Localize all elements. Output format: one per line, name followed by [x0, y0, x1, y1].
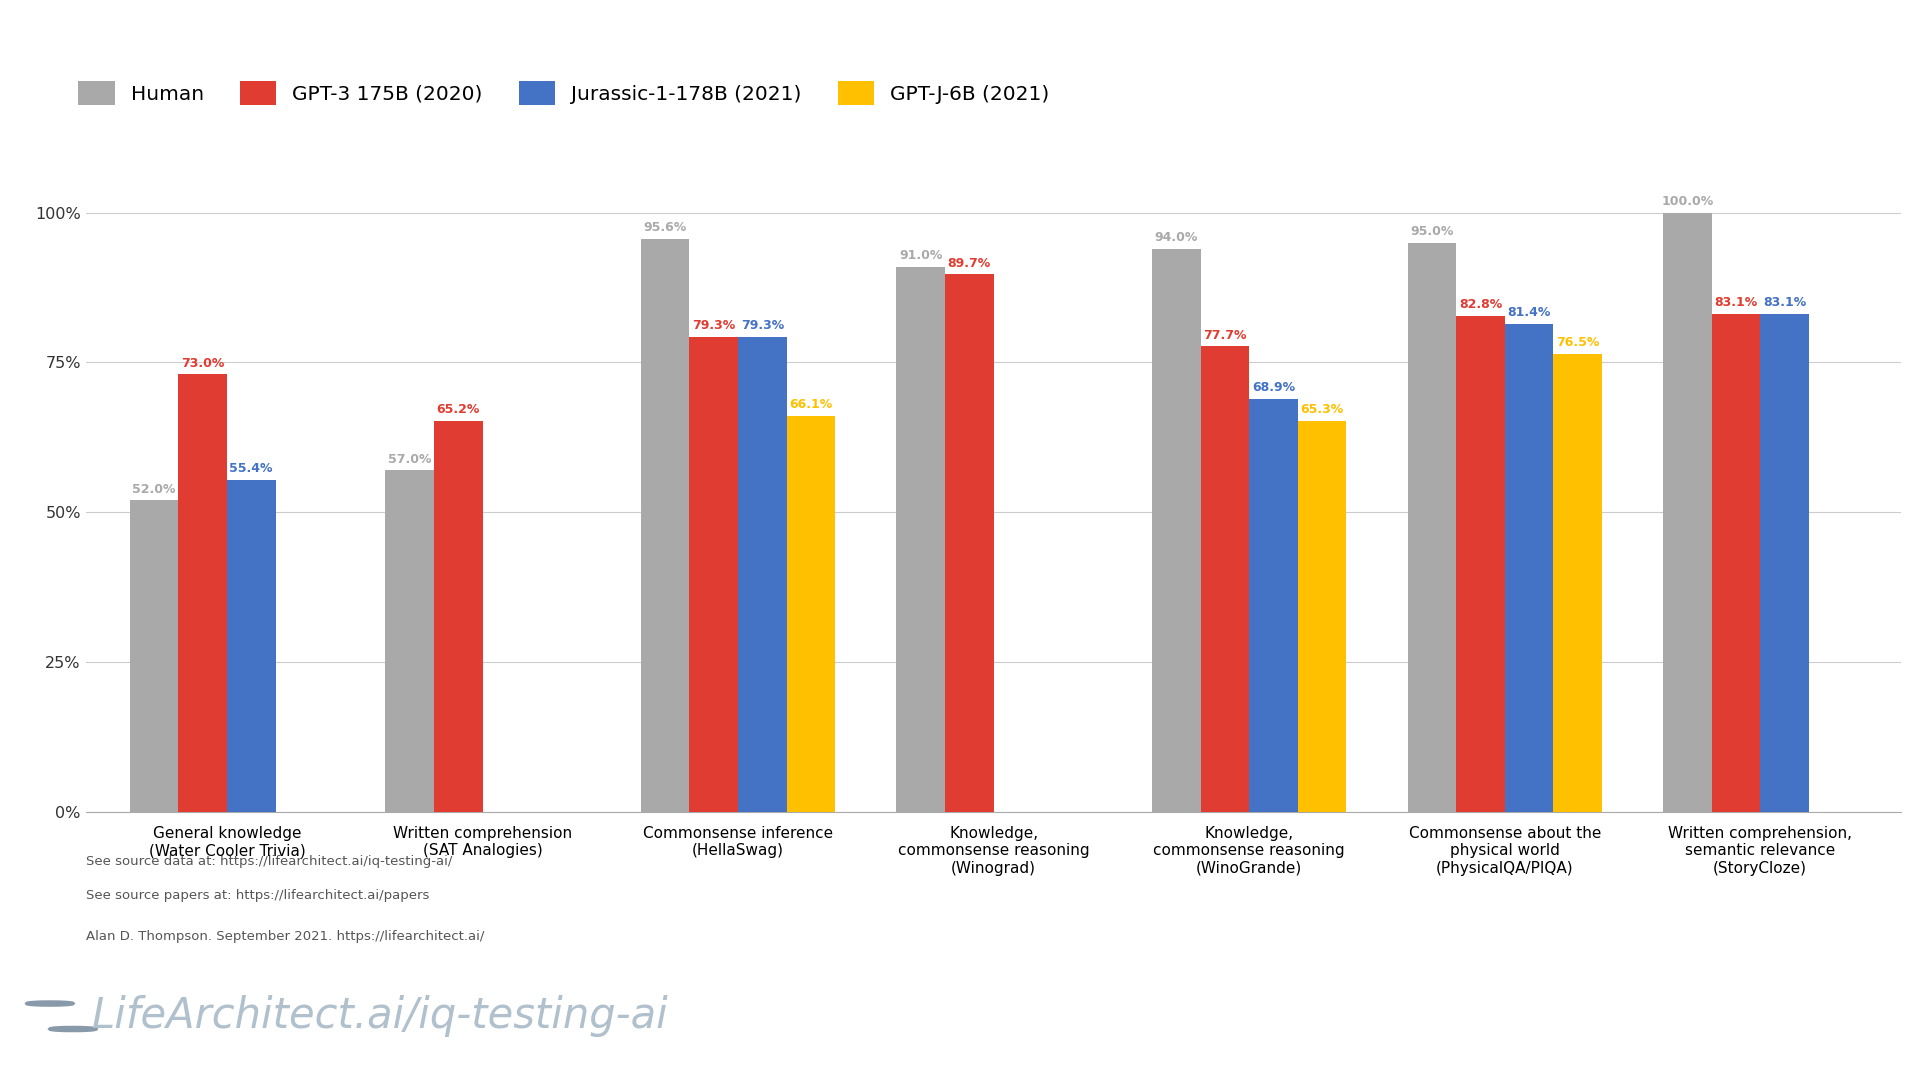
- Bar: [1407, 243, 1455, 812]
- Text: 57.0%: 57.0%: [388, 453, 432, 465]
- Bar: [131, 500, 179, 812]
- Text: 66.1%: 66.1%: [789, 399, 833, 411]
- Text: See source data at: https://lifearchitect.ai/iq-testing-ai/: See source data at: https://lifearchitec…: [86, 855, 453, 868]
- Text: 89.7%: 89.7%: [948, 257, 991, 270]
- Bar: [1761, 314, 1809, 812]
- Text: 65.2%: 65.2%: [436, 404, 480, 417]
- Text: 95.0%: 95.0%: [1409, 225, 1453, 238]
- Bar: [945, 274, 993, 812]
- Bar: [897, 267, 945, 812]
- Text: 100.0%: 100.0%: [1661, 194, 1713, 207]
- FancyBboxPatch shape: [1498, 0, 1920, 159]
- Text: 68.9%: 68.9%: [1252, 381, 1294, 394]
- Text: 79.3%: 79.3%: [741, 319, 783, 332]
- Text: 76.5%: 76.5%: [1555, 336, 1599, 349]
- Bar: [1250, 400, 1298, 812]
- Bar: [737, 337, 787, 812]
- Bar: [1455, 315, 1505, 812]
- Bar: [227, 480, 275, 812]
- Bar: [1298, 420, 1346, 812]
- Text: 65.3%: 65.3%: [1300, 403, 1344, 416]
- Bar: [1663, 213, 1713, 812]
- Bar: [787, 416, 835, 812]
- Bar: [641, 239, 689, 812]
- Bar: [1505, 324, 1553, 812]
- Bar: [1713, 314, 1761, 812]
- Text: 55.4%: 55.4%: [230, 462, 273, 475]
- Text: LANGUAGE MODEL TESTS (SEP/2021): LANGUAGE MODEL TESTS (SEP/2021): [42, 58, 1375, 121]
- Bar: [179, 375, 227, 812]
- Bar: [1200, 347, 1250, 812]
- Bar: [1553, 353, 1601, 812]
- Bar: [689, 337, 737, 812]
- Legend: Human, GPT-3 175B (2020), Jurassic-1-178B (2021), GPT-J-6B (2021): Human, GPT-3 175B (2020), Jurassic-1-178…: [79, 81, 1050, 105]
- Text: 83.1%: 83.1%: [1715, 296, 1757, 309]
- Text: 79.3%: 79.3%: [691, 319, 735, 332]
- Text: 95.6%: 95.6%: [643, 221, 687, 234]
- Text: See source papers at: https://lifearchitect.ai/papers: See source papers at: https://lifearchit…: [86, 889, 430, 902]
- Text: 94.0%: 94.0%: [1154, 231, 1198, 244]
- Bar: [386, 471, 434, 812]
- Text: 77.7%: 77.7%: [1204, 328, 1246, 341]
- Text: 52.0%: 52.0%: [132, 483, 177, 496]
- Text: Alan D. Thompson. September 2021. https://lifearchitect.ai/: Alan D. Thompson. September 2021. https:…: [86, 930, 484, 943]
- Text: 91.0%: 91.0%: [899, 248, 943, 261]
- Bar: [1152, 248, 1200, 812]
- Bar: [434, 421, 482, 812]
- Text: 81.4%: 81.4%: [1507, 307, 1551, 320]
- Text: 82.8%: 82.8%: [1459, 298, 1501, 311]
- Text: 83.1%: 83.1%: [1763, 296, 1807, 309]
- Text: 73.0%: 73.0%: [180, 356, 225, 369]
- Text: LifeArchitect.ai/iq-testing-ai: LifeArchitect.ai/iq-testing-ai: [92, 996, 668, 1037]
